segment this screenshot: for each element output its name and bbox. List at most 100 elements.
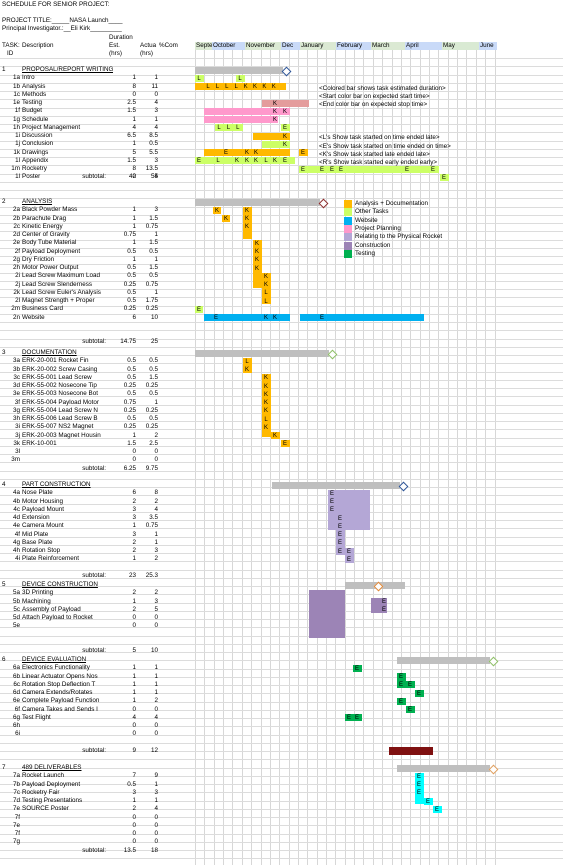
task-description: Electronics Functionality (22, 664, 90, 672)
task-est-hours: 1 (132, 255, 136, 263)
grid-horizontal (0, 850, 563, 851)
task-id: 3a (12, 357, 20, 365)
grid-horizontal (0, 693, 563, 695)
grid-horizontal (0, 396, 563, 398)
task-est-hours: 0 (132, 90, 136, 98)
note-line: <K's Show task started late ended late> (319, 151, 430, 158)
task-bar (204, 314, 290, 321)
task-description: Assembly of Payload (22, 605, 81, 613)
grid-horizontal (0, 528, 563, 530)
task-est-hours: 0.5 (127, 297, 136, 304)
task-id: 4e (12, 522, 20, 530)
task-description: Payload Mount (22, 505, 65, 513)
grid-horizontal (0, 841, 563, 843)
status-letter: E (407, 707, 412, 713)
task-id: 6d (12, 689, 20, 696)
grid-vertical (307, 42, 309, 865)
status-letter: E (381, 607, 386, 614)
task-bar (271, 432, 280, 439)
task-est-hours: 1 (132, 555, 136, 563)
duration-header: Duration (109, 34, 133, 41)
status-letter: K (282, 108, 287, 115)
task-actual-hours: 1 (154, 115, 158, 123)
legend-swatch (344, 216, 352, 225)
subtotal-label: subtotal: (82, 647, 106, 654)
task-description: Attach Payload to Rocket (22, 614, 93, 621)
grid-horizontal (0, 792, 563, 794)
grid-vertical (269, 42, 271, 865)
status-letter: E (381, 599, 386, 605)
task-est-hours: 7 (132, 772, 136, 780)
task-bar (299, 149, 308, 156)
task-bar (243, 357, 252, 373)
grid-horizontal (0, 322, 563, 323)
grid-vertical (204, 42, 206, 865)
grid-horizontal (0, 206, 563, 208)
task-id: 7g (12, 838, 20, 846)
grid-vertical (326, 42, 328, 865)
subtotal-est: 6.25 (123, 464, 136, 472)
grid-horizontal (0, 709, 563, 711)
task-id: 4d (12, 514, 20, 521)
task-id: 2k (13, 288, 20, 296)
month-6: February (336, 42, 371, 50)
task-id: 2h (12, 264, 20, 271)
legend-label: Relating to the Physical Rocket (355, 233, 443, 241)
section-number: 2 (2, 198, 6, 205)
task-actual-hours: 2 (154, 497, 158, 505)
task-description: ERK-55-007 NS2 Magnet (22, 423, 94, 431)
task-actual-hours: 0 (154, 90, 158, 98)
task-bar (371, 598, 387, 613)
task-est-hours: 2 (132, 538, 136, 546)
task-actual-hours: 1.75 (145, 297, 158, 304)
task-id: 2b (12, 214, 20, 222)
status-letter: L (264, 298, 268, 305)
grid-horizontal (0, 115, 563, 117)
task-est-hours: 0.5 (127, 272, 136, 280)
grid-horizontal (0, 412, 563, 414)
task-description: Intro (22, 74, 35, 82)
status-letter: E (282, 158, 287, 165)
grid-horizontal (0, 784, 563, 785)
task-est-hours: 0.5 (127, 780, 136, 788)
task-bar (236, 74, 245, 82)
subtotal-label: subtotal: (82, 571, 106, 579)
grid-vertical (223, 42, 225, 865)
task-est-hours: 1 (132, 214, 136, 222)
task-description: Lead Screw Slenderness (22, 280, 93, 288)
status-letter: E (354, 665, 359, 672)
task-bar (406, 681, 415, 689)
task-description: Center of Gravity (22, 231, 70, 238)
grid-horizontal (0, 544, 563, 546)
status-letter: E (404, 166, 409, 173)
task-description: Camera Extends/Rotates (22, 689, 93, 696)
task-actual-hours: 4 (154, 99, 158, 106)
task-id: 6c (13, 680, 20, 688)
task-actual-hours: 4 (154, 713, 158, 721)
task-actual-hours: 1 (154, 74, 158, 82)
task-id: 3h (12, 415, 20, 422)
task-actual-hours: 0.25 (145, 382, 158, 389)
task-description: Machining (22, 597, 51, 605)
status-letter: K (263, 424, 268, 431)
status-letter: K (263, 408, 268, 415)
grid-horizontal (0, 462, 563, 464)
section-number: 6 (2, 656, 6, 663)
task-bar (397, 673, 406, 688)
task-bar (243, 206, 252, 239)
status-letter: K (272, 158, 277, 165)
task-id: 1j (15, 140, 20, 148)
status-letter: E (398, 674, 403, 680)
grid-vertical (372, 42, 374, 865)
task-id: 1m (11, 165, 20, 172)
task-description: Magnet Strength + Proper (22, 297, 95, 304)
grid-horizontal (0, 181, 563, 183)
status-letter: K (263, 400, 268, 406)
grid-horizontal (0, 280, 563, 282)
task-est-hours: 1 (132, 689, 136, 696)
task-id: 4c (13, 505, 20, 513)
task-actual-hours: 0.75 (145, 280, 158, 288)
status-letter: E (282, 441, 287, 448)
task-bar (222, 215, 230, 222)
section-number: 3 (2, 349, 6, 356)
